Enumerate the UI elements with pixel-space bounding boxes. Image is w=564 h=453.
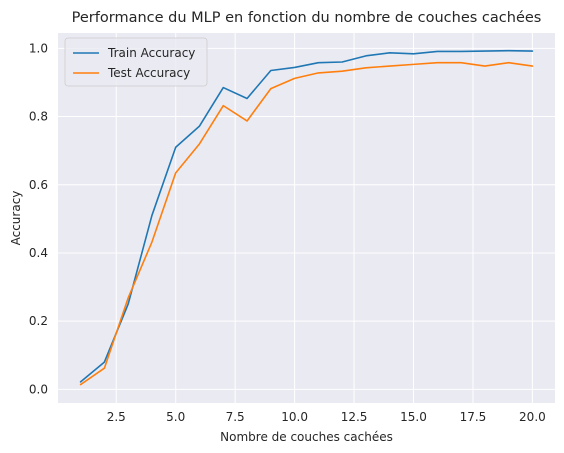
x-tick-label: 17.5 <box>460 410 487 424</box>
series-line-train-accuracy <box>79 49 534 383</box>
x-tick-label: 12.5 <box>341 410 368 424</box>
x-tick-label: 15.0 <box>400 410 427 424</box>
x-tick-label: 2.5 <box>107 410 126 424</box>
y-tick-label: 0.0 <box>29 382 48 396</box>
x-tick-label: 7.5 <box>226 410 245 424</box>
legend-label: Test Accuracy <box>107 66 190 80</box>
legend-label: Train Accuracy <box>107 46 195 60</box>
legend-box <box>64 37 208 87</box>
y-tick-label: 0.4 <box>29 246 48 260</box>
grid-lines <box>58 33 555 403</box>
plot-background <box>58 33 555 403</box>
y-tick-label: 1.0 <box>29 41 48 55</box>
y-tick-label: 0.2 <box>29 314 48 328</box>
x-axis-label: Nombre de couches cachées <box>220 430 393 444</box>
y-tick-label: 0.6 <box>29 178 48 192</box>
y-tick-label: 0.8 <box>29 110 48 124</box>
y-axis-label: Accuracy <box>9 191 23 246</box>
series-line-test-accuracy <box>79 61 534 386</box>
x-tick-label: 20.0 <box>519 410 546 424</box>
x-tick-label: 5.0 <box>166 410 185 424</box>
chart-title: Performance du MLP en fonction du nombre… <box>72 10 542 26</box>
x-tick-label: 10.0 <box>281 410 308 424</box>
series-lines <box>79 49 534 386</box>
legend: Train Accuracy Test Accuracy <box>64 37 208 87</box>
x-tick-labels: 2.5 5.0 7.5 10.0 12.5 15.0 17.5 20.0 <box>107 410 546 424</box>
y-tick-labels: 0.0 0.2 0.4 0.6 0.8 1.0 <box>29 41 48 396</box>
